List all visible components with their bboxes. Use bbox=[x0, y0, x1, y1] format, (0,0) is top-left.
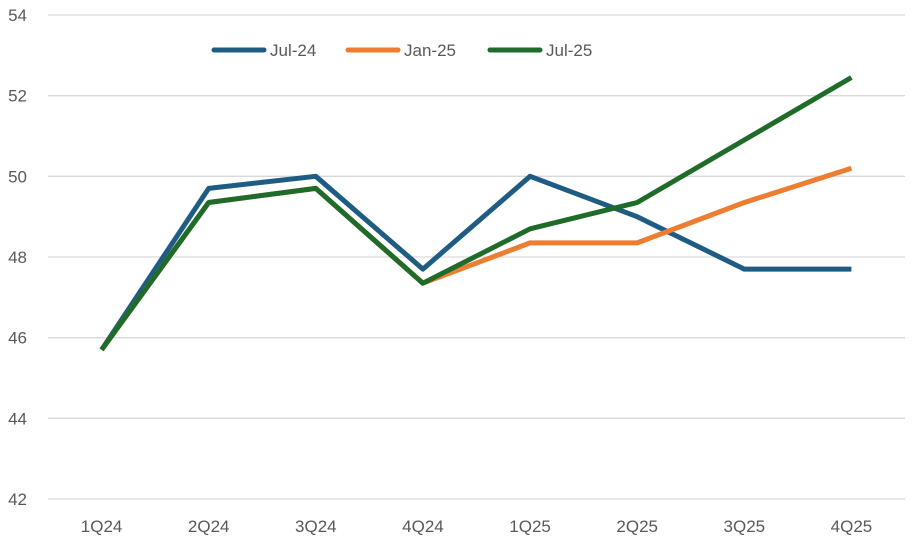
x-tick-label: 4Q24 bbox=[402, 517, 444, 536]
x-axis-tick-labels: 1Q24 2Q24 3Q24 4Q24 1Q25 2Q25 3Q25 4Q25 bbox=[81, 517, 872, 536]
series-line-jul-24 bbox=[99, 173, 852, 352]
legend-item: Jul-25 bbox=[487, 41, 592, 60]
legend-label: Jul-25 bbox=[546, 41, 592, 60]
series-line-jan-25 bbox=[99, 165, 853, 352]
legend-item: Jan-25 bbox=[345, 41, 456, 60]
x-tick-label: 1Q24 bbox=[81, 517, 123, 536]
y-tick-label: 48 bbox=[8, 248, 27, 267]
y-axis-tick-labels: 42 44 46 48 50 52 54 bbox=[8, 6, 27, 509]
gridlines bbox=[48, 14, 905, 500]
series-lines bbox=[99, 75, 853, 352]
x-tick-label: 2Q25 bbox=[616, 517, 658, 536]
legend: Jul-24 Jan-25 Jul-25 bbox=[211, 41, 592, 60]
y-tick-label: 42 bbox=[8, 490, 27, 509]
y-tick-label: 54 bbox=[8, 6, 27, 25]
y-tick-label: 52 bbox=[8, 87, 27, 106]
legend-item: Jul-24 bbox=[211, 41, 316, 60]
series-line-jul-25 bbox=[99, 75, 853, 352]
legend-label: Jul-24 bbox=[270, 41, 316, 60]
x-tick-label: 2Q24 bbox=[188, 517, 230, 536]
y-tick-label: 46 bbox=[8, 329, 27, 348]
y-tick-label: 44 bbox=[8, 409, 27, 428]
x-tick-label: 3Q24 bbox=[295, 517, 337, 536]
x-tick-label: 4Q25 bbox=[831, 517, 873, 536]
x-tick-label: 3Q25 bbox=[724, 517, 766, 536]
x-tick-label: 1Q25 bbox=[509, 517, 551, 536]
legend-label: Jan-25 bbox=[404, 41, 456, 60]
y-tick-label: 50 bbox=[8, 167, 27, 186]
